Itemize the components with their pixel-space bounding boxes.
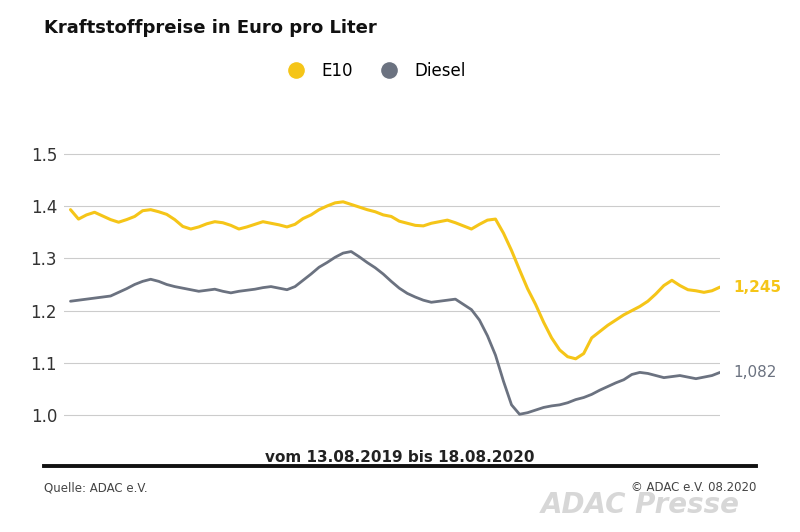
Text: Kraftstoffpreise in Euro pro Liter: Kraftstoffpreise in Euro pro Liter <box>44 19 377 37</box>
Text: 1,245: 1,245 <box>733 280 781 295</box>
Text: Quelle: ADAC e.V.: Quelle: ADAC e.V. <box>44 481 148 494</box>
Legend: E10, Diesel: E10, Diesel <box>273 55 472 87</box>
Text: ADAC Presse: ADAC Presse <box>541 491 739 519</box>
Text: © ADAC e.V. 08.2020: © ADAC e.V. 08.2020 <box>630 481 756 494</box>
Text: 1,082: 1,082 <box>733 365 776 380</box>
Text: vom 13.08.2019 bis 18.08.2020: vom 13.08.2019 bis 18.08.2020 <box>266 450 534 464</box>
